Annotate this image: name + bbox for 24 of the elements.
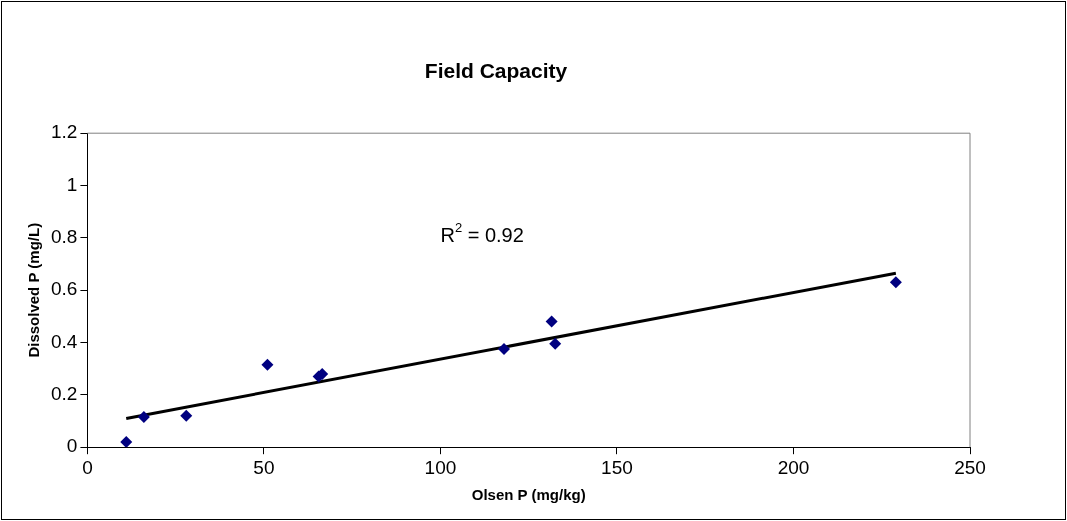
x-tick-label: 200: [777, 456, 810, 478]
point: [120, 435, 133, 448]
x-tick-label: 150: [601, 456, 633, 478]
point: [545, 315, 558, 328]
point: [549, 337, 562, 350]
point: [180, 409, 193, 422]
x-tick-label: 100: [424, 456, 457, 478]
y-tick-label: 0.6: [50, 278, 78, 300]
y-tick-label: 0.2: [50, 383, 78, 405]
point: [261, 358, 274, 371]
chart-title: Field Capacity: [424, 59, 568, 83]
x-tick-label: 0: [82, 456, 93, 478]
y-tick-label: 0.8: [50, 226, 78, 248]
y-axis-title: Dissolved P (mg/L): [25, 222, 43, 358]
y-tick-label: 1.2: [50, 121, 78, 143]
point: [497, 343, 510, 356]
x-axis-title: Olsen P (mg/kg): [471, 486, 586, 504]
x-tick-label: 250: [954, 456, 986, 478]
y-tick-label: 0.4: [50, 330, 78, 352]
point: [137, 411, 150, 424]
y-tick-label: 1: [66, 173, 78, 195]
x-tick-label: 50: [253, 456, 275, 478]
point: [889, 276, 902, 289]
y-tick-label: 0: [66, 435, 78, 457]
